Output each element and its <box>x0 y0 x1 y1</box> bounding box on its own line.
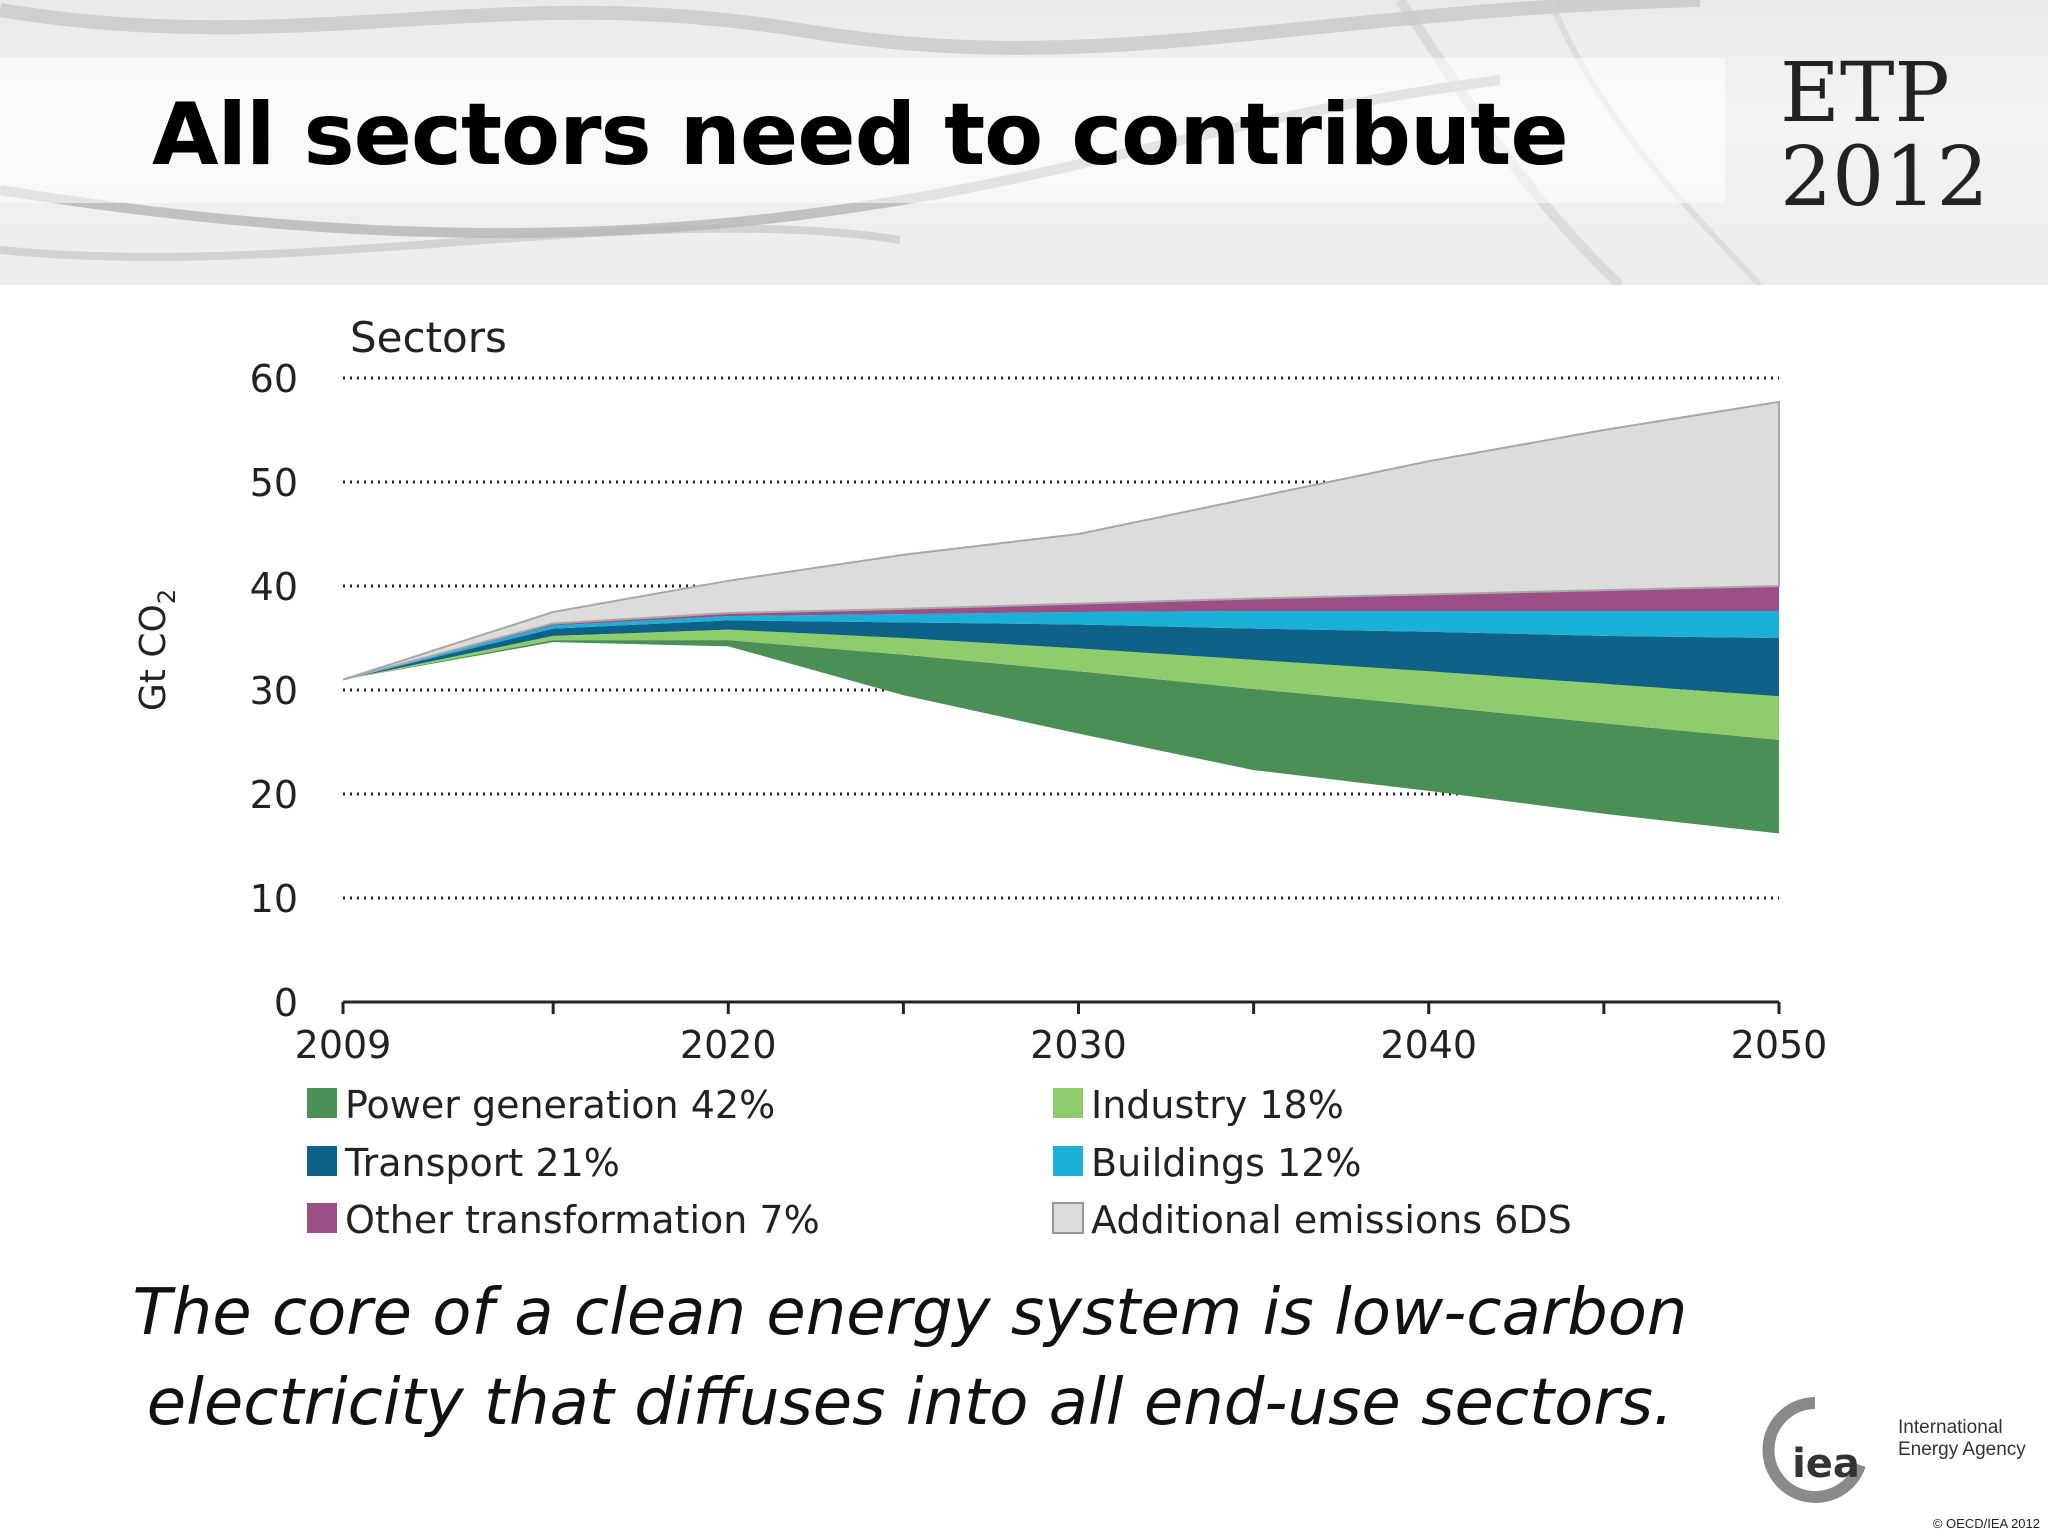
etp-logo-line2: 2012 <box>1780 130 1989 225</box>
slide-caption: The core of a clean energy system is low… <box>100 1268 1720 1448</box>
y-tick-label: 0 <box>274 981 298 1025</box>
legend-label: Additional emissions 6DS <box>1091 1198 1572 1242</box>
title-plate <box>0 58 1725 203</box>
caption-line2: electricity that diffuses into all end-u… <box>146 1366 1674 1440</box>
legend-swatch <box>307 1088 337 1118</box>
etp-logo-line1: ETP <box>1780 46 1950 141</box>
legend-label: Industry 18% <box>1091 1083 1344 1127</box>
legend-label: Buildings 12% <box>1091 1141 1362 1185</box>
x-tick-label: 2050 <box>1731 1023 1828 1067</box>
x-tick-label: 2009 <box>295 1023 392 1067</box>
iea-name: International Energy Agency <box>1898 1417 2048 1461</box>
slide-title: All sectors need to contribute <box>152 85 1569 185</box>
legend-swatch <box>307 1203 337 1233</box>
band-power-generation <box>343 640 1779 834</box>
y-tick-label: 20 <box>250 773 298 817</box>
y-axis-label-text: Gt CO <box>133 604 174 711</box>
band-other-transformation <box>343 586 1779 680</box>
legend-swatch <box>307 1146 337 1176</box>
chart-title: Sectors <box>350 313 507 362</box>
legend-label: Other transformation 7% <box>345 1198 820 1242</box>
y-tick-label: 60 <box>250 357 298 401</box>
band-transport <box>343 620 1779 697</box>
legend-swatch <box>1052 1202 1084 1234</box>
chart-grid <box>343 376 1779 900</box>
chart-bands <box>342 400 1780 834</box>
band-industry <box>343 629 1779 740</box>
y-tick-label: 10 <box>250 877 298 921</box>
legend-swatch <box>1053 1146 1083 1176</box>
x-tick-label: 2030 <box>1030 1023 1127 1067</box>
iea-name-line1: International <box>1898 1417 2003 1438</box>
band-additional-emissions-6ds <box>342 400 1780 681</box>
svg-text:Gt CO2: Gt CO2 <box>133 589 181 711</box>
legend-swatch <box>1053 1088 1083 1118</box>
etp-2012-logo: ETP 2012 <box>1780 52 2020 220</box>
band-buildings <box>343 610 1779 680</box>
x-tick-label: 2020 <box>680 1023 777 1067</box>
caption-line1: The core of a clean energy system is low… <box>132 1276 1688 1350</box>
copyright: © OECD/IEA 2012 <box>1932 1516 2040 1531</box>
chart-legend: Power generation 42% Industry 18% Transpor… <box>307 1083 1572 1242</box>
y-axis-label: Gt CO2 <box>133 589 181 711</box>
legend-label: Transport 21% <box>344 1141 620 1185</box>
iea-abbrev: iea <box>1792 1441 1860 1487</box>
y-tick-label: 30 <box>250 669 298 713</box>
iea-emblem-icon: iea <box>1762 1397 1866 1503</box>
y-tick-label: 40 <box>250 565 298 609</box>
iea-logo: iea International Energy Agency <box>1760 1395 2045 1505</box>
y-tick-label: 50 <box>250 461 298 505</box>
legend-label: Power generation 42% <box>345 1083 775 1127</box>
iea-name-line2: Energy Agency <box>1898 1439 2026 1460</box>
x-tick-label: 2040 <box>1380 1023 1477 1067</box>
y-axis-label-subscript: 2 <box>153 589 181 604</box>
